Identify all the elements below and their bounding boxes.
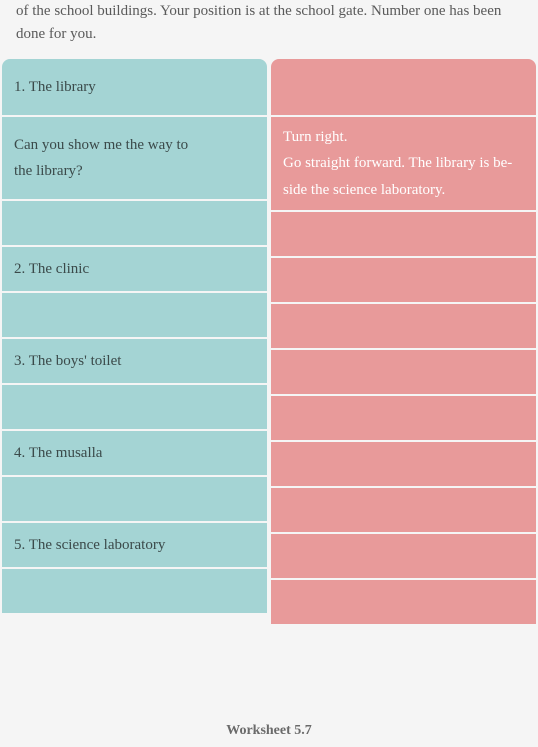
answer-line: Turn right. bbox=[283, 127, 524, 147]
question-line: Can you show me the way to bbox=[14, 135, 255, 155]
question-line: the library? bbox=[14, 161, 255, 181]
answer-cell bbox=[271, 212, 536, 256]
question-cell: 2. The clinic bbox=[2, 247, 267, 291]
question-cell: 1. The library bbox=[2, 59, 267, 115]
answer-cell: Turn right. Go straight forward. The libr… bbox=[271, 117, 536, 210]
question-cell: 4. The musalla bbox=[2, 431, 267, 475]
worksheet-footer: Worksheet 5.7 bbox=[0, 709, 538, 747]
col-answers: Turn right. Go straight forward. The libr… bbox=[271, 59, 536, 709]
answer-cell bbox=[271, 59, 536, 115]
question-cell bbox=[2, 201, 267, 245]
question-cell: 5. The science laboratory bbox=[2, 523, 267, 567]
question-cell: 3. The boys' toilet bbox=[2, 339, 267, 383]
answer-cell bbox=[271, 442, 536, 486]
col-questions: 1. The libraryCan you show me the way to… bbox=[2, 59, 267, 709]
answer-cell bbox=[271, 488, 536, 532]
answer-cell bbox=[271, 534, 536, 578]
answer-cell bbox=[271, 396, 536, 440]
question-cell bbox=[2, 477, 267, 521]
question-cell: Can you show me the way to the library? bbox=[2, 117, 267, 199]
answer-line: side the science laboratory. bbox=[283, 180, 524, 200]
question-cell bbox=[2, 385, 267, 429]
question-cell bbox=[2, 569, 267, 613]
instruction-text: of the school buildings. Your position i… bbox=[0, 0, 538, 59]
answer-line: Go straight forward. The library is be- bbox=[283, 153, 524, 173]
answer-cell bbox=[271, 350, 536, 394]
answer-cell bbox=[271, 258, 536, 302]
answer-cell bbox=[271, 304, 536, 348]
question-cell bbox=[2, 293, 267, 337]
answer-cell bbox=[271, 580, 536, 624]
worksheet-table: 1. The libraryCan you show me the way to… bbox=[0, 59, 538, 709]
